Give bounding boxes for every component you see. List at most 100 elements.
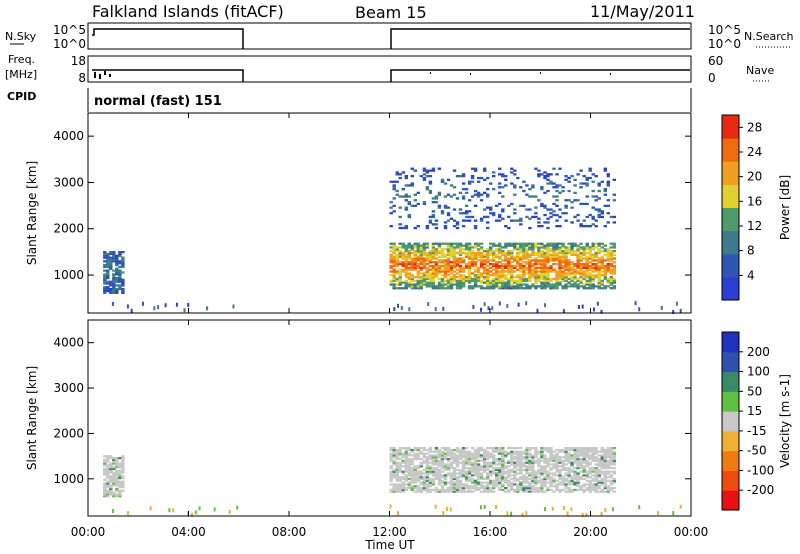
noise-strip-frame: [87, 22, 692, 50]
echo-cell: [486, 452, 490, 455]
echo-cell: [398, 467, 402, 470]
echo-cell: [492, 264, 496, 268]
echo-cell: [428, 465, 433, 468]
echo-cell: [582, 285, 586, 288]
echo-cell: [579, 448, 583, 452]
echo-cell: [422, 250, 427, 253]
echo-cell: [440, 470, 445, 473]
echo-cell: [588, 176, 592, 180]
echo-cell: [422, 201, 427, 204]
echo-cell: [464, 477, 469, 481]
echo-cell: [106, 482, 110, 485]
echo-cell: [483, 450, 487, 453]
echo-cell: [103, 478, 107, 481]
echo-cell: [492, 450, 496, 453]
echo-cell: [549, 468, 553, 471]
echo-cell: [579, 268, 583, 271]
echo-cell: [461, 456, 466, 459]
echo-cell: [458, 259, 463, 262]
echo-cell: [118, 276, 122, 280]
echo-cell: [606, 447, 610, 450]
echo-cell: [543, 457, 547, 461]
cpid-label: CPID: [7, 90, 36, 103]
echo-cell: [431, 468, 436, 471]
echo-cell: [552, 263, 556, 266]
echo-cell: [398, 485, 402, 488]
echo-cell: [582, 263, 586, 266]
ground-scatter-cell: [536, 308, 539, 313]
echo-cell: [513, 467, 517, 470]
echo-cell: [513, 465, 517, 468]
echo-cell: [419, 476, 423, 479]
echo-cell: [585, 178, 589, 181]
echo-cell: [597, 277, 601, 281]
echo-cell: [112, 466, 116, 469]
echo-cell: [495, 263, 499, 266]
echo-cell: [431, 472, 436, 475]
echo-cell: [546, 182, 550, 185]
echo-cell: [115, 269, 119, 272]
echo-cell: [437, 479, 442, 482]
echo-cell: [597, 270, 601, 273]
echo-cell: [416, 276, 420, 279]
echo-cell: [597, 242, 601, 245]
echo-cell: [118, 477, 122, 480]
echo-cell: [537, 175, 541, 178]
echo-cell: [603, 274, 607, 277]
echo-cell: [428, 264, 433, 268]
echo-cell: [522, 180, 526, 183]
echo-cell: [401, 268, 405, 271]
echo-cell: [504, 255, 508, 258]
echo-cell: [118, 251, 122, 254]
nave-label: Nave: [746, 64, 774, 77]
echo-cell: [115, 458, 119, 461]
echo-cell: [603, 188, 607, 191]
echo-cell: [531, 467, 535, 470]
echo-cell: [579, 186, 583, 189]
echo-cell: [419, 490, 423, 493]
echo-cell: [582, 246, 586, 249]
echo-cell: [443, 476, 448, 479]
echo-cell: [576, 219, 580, 222]
echo-cell: [579, 274, 583, 277]
echo-cell: [419, 255, 423, 258]
echo-cell: [600, 490, 604, 493]
echo-cell: [464, 467, 469, 470]
echo-cell: [558, 251, 562, 255]
echo-cell: [464, 244, 469, 247]
echo-cell: [525, 481, 529, 484]
echo-cell: [510, 285, 514, 288]
echo-cell: [594, 447, 598, 450]
echo-cell: [516, 255, 520, 258]
echo-cell: [389, 472, 393, 475]
echo-cell: [516, 468, 520, 471]
echo-cell: [501, 259, 505, 262]
echo-cell: [552, 182, 556, 185]
echo-cell: [446, 244, 451, 247]
echo-cell: [537, 217, 541, 220]
echo-cell: [410, 485, 414, 488]
echo-cell: [115, 480, 119, 483]
echo-cell: [594, 448, 598, 452]
echo-cell: [410, 268, 414, 271]
echo-cell: [606, 448, 610, 452]
ground-scatter-cell: [566, 511, 569, 516]
echo-cell: [516, 287, 520, 290]
echo-cell: [492, 242, 496, 245]
echo-cell: [495, 459, 499, 462]
echo-cell: [407, 250, 411, 253]
echo-cell: [458, 253, 463, 256]
echo-cell: [525, 467, 529, 470]
echo-cell: [431, 277, 436, 281]
echo-cell: [431, 285, 436, 288]
echo-cell: [389, 470, 393, 473]
echo-cell: [416, 490, 420, 493]
echo-cell: [522, 463, 526, 466]
ground-scatter-cell: [570, 507, 573, 512]
echo-cell: [552, 213, 556, 217]
echo-cell: [425, 270, 430, 273]
echo-cell: [561, 242, 565, 245]
echo-cell: [452, 266, 457, 269]
echo-cell: [428, 450, 433, 453]
echo-cell: [516, 259, 520, 262]
